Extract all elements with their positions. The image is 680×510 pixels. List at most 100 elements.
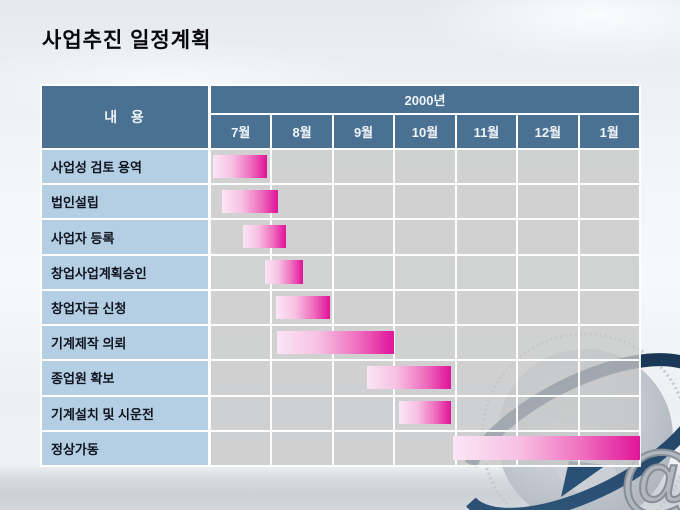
grid-cell bbox=[517, 289, 579, 326]
grid-cell bbox=[271, 360, 333, 396]
page-title: 사업추진 일정계획 bbox=[42, 29, 212, 52]
task-cells bbox=[210, 360, 640, 396]
task-label: 기계설치 및 시운전 bbox=[41, 395, 210, 431]
grid-cell bbox=[517, 325, 579, 361]
gantt-table: 내 용 2000년 7월 8월 9월 10월 11월 12월 1월 사업성 검토 용역 법인… bbox=[40, 84, 641, 467]
gantt-bar bbox=[213, 154, 267, 178]
grid-cell bbox=[455, 184, 518, 220]
grid-cell bbox=[578, 360, 640, 396]
gantt-row: 창업자금 신청 bbox=[41, 289, 640, 326]
grid-cell bbox=[578, 254, 640, 290]
grid-cell bbox=[210, 254, 272, 290]
gantt-row: 기계제작 의뢰 bbox=[41, 325, 640, 361]
grid-cell bbox=[578, 325, 640, 361]
grid-cell bbox=[210, 430, 272, 466]
grid-cell bbox=[332, 219, 395, 255]
month-header: 12월 bbox=[517, 114, 579, 149]
grid-cell bbox=[332, 184, 395, 220]
grid-cell bbox=[517, 360, 579, 396]
month-header: 9월 bbox=[332, 114, 395, 149]
task-cells bbox=[210, 325, 640, 361]
grid-cell bbox=[394, 184, 456, 220]
grid-cell bbox=[578, 149, 640, 185]
gantt-bar bbox=[398, 401, 451, 425]
gantt-row: 법인설립 bbox=[41, 184, 640, 220]
gantt-bar bbox=[276, 330, 395, 354]
month-header: 11월 bbox=[455, 114, 518, 149]
grid-cell bbox=[394, 430, 456, 466]
grid-cell bbox=[271, 184, 333, 220]
grid-cell bbox=[332, 395, 395, 431]
grid-cell bbox=[394, 219, 456, 255]
task-cells bbox=[210, 395, 640, 431]
grid-cell bbox=[332, 254, 395, 290]
grid-cell bbox=[517, 395, 579, 431]
grid-cell bbox=[578, 395, 640, 431]
grid-cell bbox=[455, 149, 518, 185]
gantt-header: 내 용 2000년 7월 8월 9월 10월 11월 12월 1월 bbox=[41, 85, 640, 149]
grid-cell bbox=[271, 395, 333, 431]
grid-cell bbox=[455, 325, 518, 361]
task-label: 정상가동 bbox=[41, 430, 210, 466]
grid-cell bbox=[332, 430, 395, 466]
grid-cell bbox=[517, 184, 579, 220]
grid-cell bbox=[394, 149, 456, 185]
month-header-row: 7월 8월 9월 10월 11월 12월 1월 bbox=[210, 114, 640, 149]
task-cells bbox=[210, 219, 640, 255]
task-label: 법인설립 bbox=[41, 184, 210, 220]
grid-cell bbox=[332, 149, 395, 185]
task-label: 창업자금 신청 bbox=[41, 289, 210, 326]
gantt-bar bbox=[367, 365, 452, 390]
month-header: 1월 bbox=[578, 114, 640, 149]
grid-cell bbox=[394, 289, 456, 326]
gantt-row: 종업원 확보 bbox=[41, 360, 640, 396]
grid-cell bbox=[210, 395, 272, 431]
month-header: 8월 bbox=[271, 114, 333, 149]
task-label: 사업자 등록 bbox=[41, 219, 210, 255]
grid-cell bbox=[517, 149, 579, 185]
grid-cell bbox=[455, 360, 518, 396]
task-cells bbox=[210, 430, 640, 466]
grid-cell bbox=[517, 219, 579, 255]
task-cells bbox=[210, 184, 640, 220]
gantt-bar bbox=[222, 189, 278, 214]
task-label: 종업원 확보 bbox=[41, 360, 210, 396]
grid-cell bbox=[455, 219, 518, 255]
grid-cell bbox=[271, 149, 333, 185]
grid-cell bbox=[578, 289, 640, 326]
gantt-row: 기계설치 및 시운전 bbox=[41, 395, 640, 431]
orbit-arrowhead bbox=[561, 461, 606, 497]
grid-cell bbox=[210, 360, 272, 396]
month-header: 10월 bbox=[394, 114, 456, 149]
year-header: 2000년 bbox=[210, 85, 640, 114]
gantt-bar bbox=[452, 436, 640, 460]
grid-cell bbox=[455, 395, 518, 431]
grid-cell bbox=[271, 430, 333, 466]
gantt-body: 사업성 검토 용역 법인설립 사업자 등록 창업사업계획승인 창업자금 신청 기… bbox=[41, 149, 640, 466]
task-label: 사업성 검토 용역 bbox=[41, 149, 210, 185]
grid-cell bbox=[210, 289, 272, 326]
task-label: 창업사업계획승인 bbox=[41, 254, 210, 290]
gantt-row: 사업자 등록 bbox=[41, 219, 640, 255]
grid-cell bbox=[394, 254, 456, 290]
gantt-header-right: 2000년 7월 8월 9월 10월 11월 12월 1월 bbox=[210, 85, 640, 149]
content-column-header: 내 용 bbox=[41, 85, 210, 149]
grid-cell bbox=[578, 184, 640, 220]
grid-cell bbox=[455, 254, 518, 290]
task-cells bbox=[210, 289, 640, 326]
grid-cell bbox=[455, 289, 518, 326]
task-label: 기계제작 의뢰 bbox=[41, 325, 210, 361]
gantt-row: 정상가동 bbox=[41, 430, 640, 466]
gantt-row: 창업사업계획승인 bbox=[41, 254, 640, 290]
gantt-bar bbox=[275, 295, 330, 319]
grid-cell bbox=[332, 289, 395, 326]
gantt-row: 사업성 검토 용역 bbox=[41, 149, 640, 185]
task-cells bbox=[210, 254, 640, 290]
grid-cell bbox=[578, 219, 640, 255]
grid-cell bbox=[394, 325, 456, 361]
task-cells bbox=[210, 149, 640, 185]
gantt-bar bbox=[265, 260, 303, 284]
grid-cell bbox=[210, 325, 272, 361]
gantt-bar bbox=[243, 225, 287, 249]
